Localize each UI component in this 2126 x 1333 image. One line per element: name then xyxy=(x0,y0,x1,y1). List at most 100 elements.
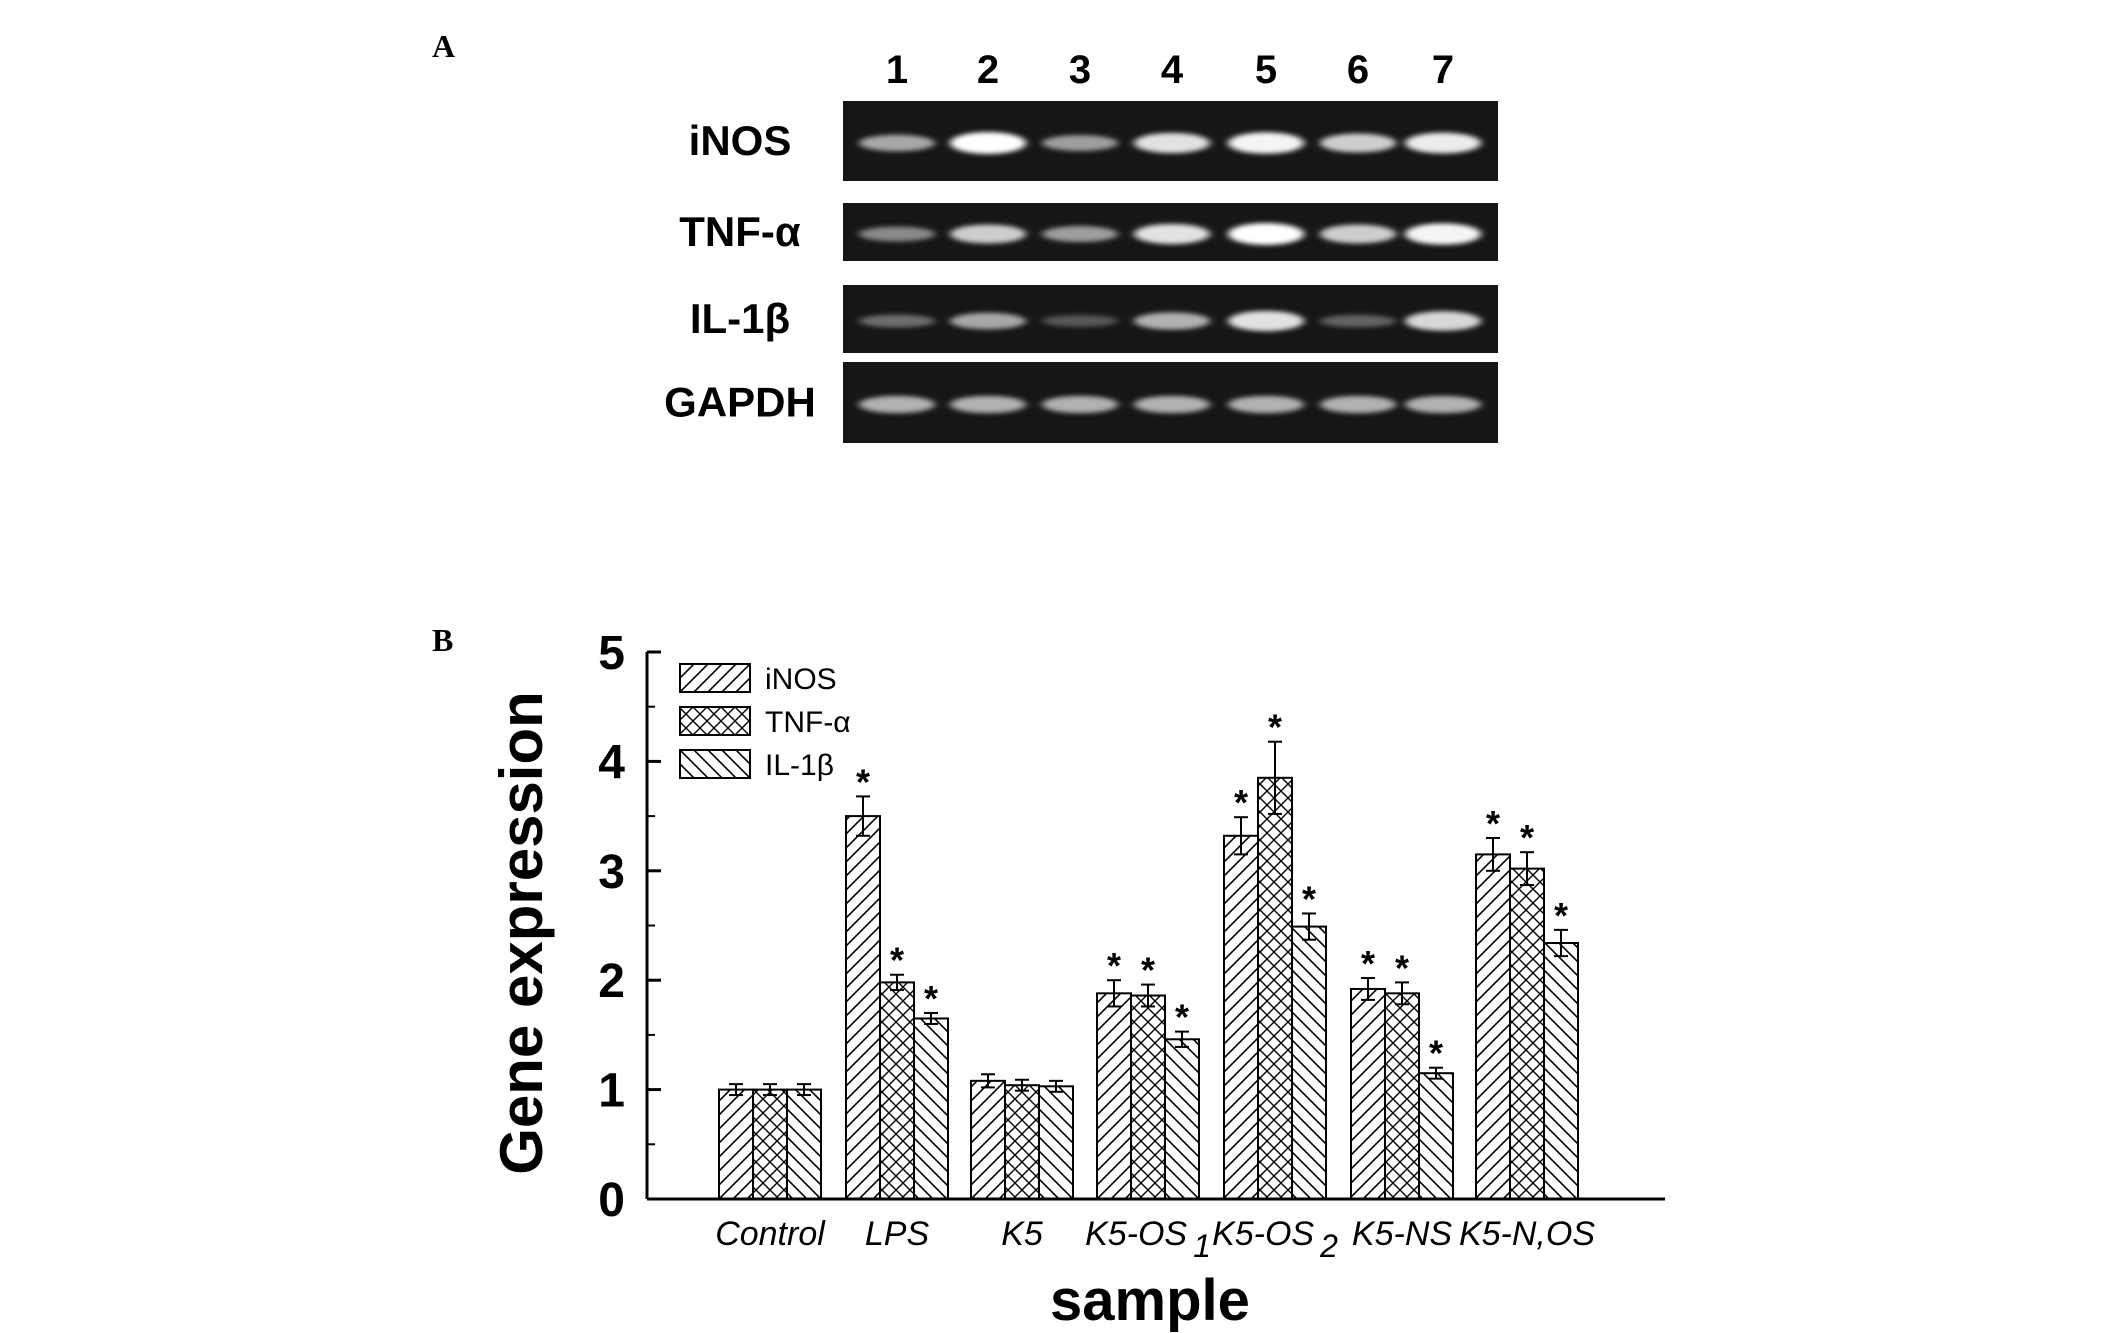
legend-label: IL-1β xyxy=(765,749,834,782)
x-tick-labels-group: Control LPS K5 K5-OS 1 K5-OS 2 K5-NS K5-N,OS xyxy=(715,1215,1595,1264)
significance-star: * xyxy=(1268,707,1282,748)
gel-band xyxy=(1320,133,1396,153)
bar xyxy=(1418,1072,1454,1200)
gel-band xyxy=(859,226,935,242)
significance-star: * xyxy=(890,940,904,981)
bar xyxy=(1257,776,1293,1200)
x-tick-label: K5 xyxy=(1001,1215,1043,1253)
gel-band xyxy=(1228,395,1304,414)
legend-swatch xyxy=(679,706,751,736)
gel-panel: 1 2 3 4 5 6 7 iNOS TNF-α IL-1β GAPDH xyxy=(664,48,1498,443)
gel-band xyxy=(1228,223,1304,245)
bar xyxy=(1291,925,1327,1200)
x-tick-label: K5-NS xyxy=(1352,1215,1452,1253)
legend-swatch xyxy=(679,749,751,779)
gel-band xyxy=(950,132,1026,154)
y-tick-label: 0 xyxy=(598,1174,625,1227)
gel-band xyxy=(950,395,1026,414)
gel-band xyxy=(1320,224,1396,244)
gel-band xyxy=(1405,395,1481,414)
y-tick-label: 2 xyxy=(598,955,625,1008)
gel-band xyxy=(859,134,935,152)
gel-band xyxy=(1228,310,1304,332)
gel-band xyxy=(1042,135,1118,151)
gel-band xyxy=(1134,223,1210,245)
gel-band xyxy=(1042,315,1118,327)
bar xyxy=(1350,987,1386,1201)
bars-group xyxy=(718,776,1579,1201)
significance-star: * xyxy=(1361,943,1375,984)
bar xyxy=(1509,867,1545,1200)
significance-star: * xyxy=(1175,997,1189,1038)
gel-band xyxy=(1405,132,1481,154)
y-ticks-group: 0 1 2 3 4 5 xyxy=(598,627,661,1227)
significance-star: * xyxy=(1141,950,1155,991)
gene-label: IL-1β xyxy=(690,295,790,342)
lane-number: 3 xyxy=(1069,48,1091,92)
lane-number: 5 xyxy=(1255,48,1277,92)
bar xyxy=(1384,992,1420,1200)
significance-star: * xyxy=(1486,803,1500,844)
gel-band xyxy=(1042,226,1118,242)
gel-band xyxy=(1042,395,1118,414)
x-tick-label: K5-OS 1 xyxy=(1085,1215,1211,1264)
bar xyxy=(1130,994,1166,1200)
gel-band xyxy=(950,224,1026,244)
bar xyxy=(879,981,915,1200)
gene-label: TNF-α xyxy=(679,208,801,255)
gene-label: iNOS xyxy=(689,117,792,164)
bar xyxy=(1004,1084,1040,1200)
bar xyxy=(970,1079,1006,1201)
significance-star: * xyxy=(1429,1033,1443,1074)
lane-number: 7 xyxy=(1432,48,1454,92)
y-tick-label: 5 xyxy=(598,627,625,680)
y-axis-label: Gene expression xyxy=(488,691,555,1175)
gel-band xyxy=(1320,395,1396,414)
y-tick-label: 3 xyxy=(598,846,625,899)
bar xyxy=(718,1088,754,1200)
significance-star: * xyxy=(856,761,870,802)
lane-number: 1 xyxy=(886,48,908,92)
bar xyxy=(1096,992,1132,1200)
gene-label: GAPDH xyxy=(664,379,816,426)
bar xyxy=(752,1088,788,1200)
significance-markers-group: * * * * * * * * * * * * * * * xyxy=(856,707,1568,1074)
significance-star: * xyxy=(1520,817,1534,858)
bar xyxy=(845,815,881,1200)
x-tick-label: LPS xyxy=(865,1215,930,1253)
y-tick-label: 1 xyxy=(598,1065,625,1118)
significance-star: * xyxy=(1234,782,1248,823)
bar xyxy=(1038,1085,1074,1200)
bar xyxy=(913,1017,949,1200)
legend-swatch xyxy=(679,663,751,693)
bar xyxy=(1543,942,1579,1201)
bar-chart: * * * * * * * * * * * * * * * 0 1 2 3 4 5 Control LPS K5 K5-OS… xyxy=(488,627,1665,1333)
bar xyxy=(1475,853,1511,1200)
lane-number: 2 xyxy=(977,48,999,92)
gel-band xyxy=(859,395,935,414)
gel-band xyxy=(950,312,1026,330)
bar xyxy=(786,1088,822,1200)
x-tick-label: K5-N,OS xyxy=(1459,1215,1595,1253)
bar xyxy=(1223,834,1259,1200)
lane-number: 4 xyxy=(1161,48,1184,92)
panel-a-letter: A xyxy=(432,28,456,64)
legend-label: iNOS xyxy=(765,663,837,696)
y-tick-label: 4 xyxy=(598,736,625,789)
x-tick-label: K5-OS 2 xyxy=(1212,1215,1338,1264)
x-axis-label: sample xyxy=(1050,1268,1250,1333)
gel-band xyxy=(1405,223,1481,245)
gel-band xyxy=(1405,311,1481,331)
legend-label: TNF-α xyxy=(765,706,851,739)
gel-band xyxy=(1134,312,1210,330)
gel-band xyxy=(1228,132,1304,154)
panel-b-letter: B xyxy=(432,622,454,658)
gel-band xyxy=(1320,314,1396,328)
legend: iNOS TNF-α IL-1β xyxy=(679,663,851,782)
bar xyxy=(1164,1038,1200,1200)
error-bars-group xyxy=(729,740,1568,1097)
significance-star: * xyxy=(1395,947,1409,988)
gel-band xyxy=(1134,132,1210,154)
x-tick-label: Control xyxy=(715,1215,826,1253)
gel-band xyxy=(859,314,935,328)
